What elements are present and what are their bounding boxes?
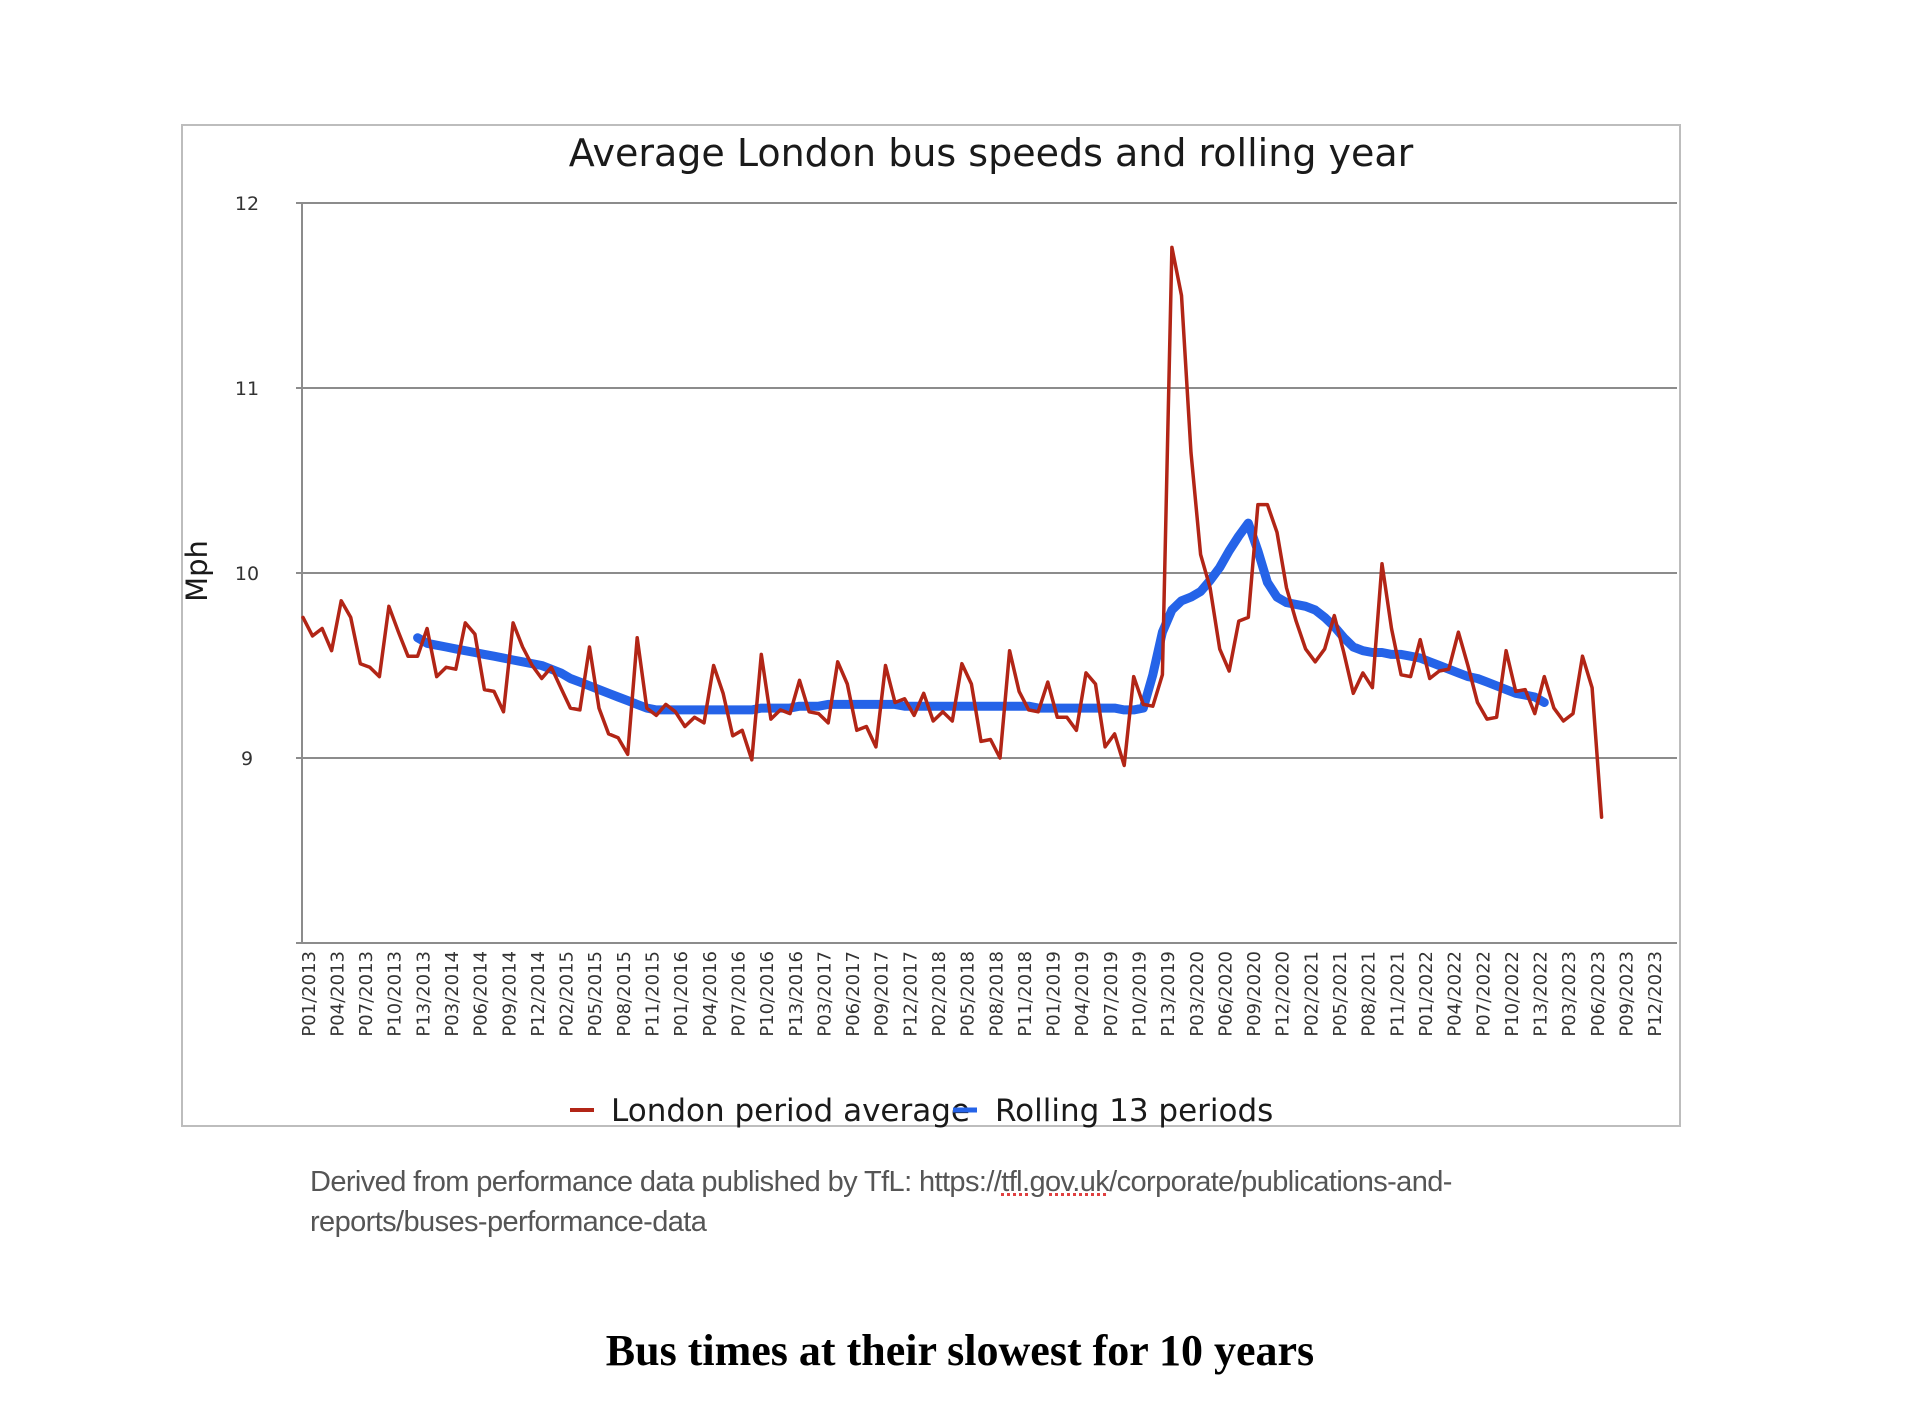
source-note-suffix: /corporate/publications-and- [1109,1166,1452,1198]
x-tick-label: P07/2022 [1473,951,1494,1037]
x-tick-label: P06/2023 [1588,951,1609,1037]
x-tick-label: P13/2013 [413,951,434,1037]
x-tick-label: P12/2017 [900,951,921,1037]
x-tick-label: P04/2019 [1072,951,1093,1037]
x-tick-labels: P01/2013 P04/2013 P07/2013 P10/2013 P13/2013… [299,951,1666,1037]
x-tick-label: P12/2020 [1273,951,1294,1037]
x-tick-label: P06/2014 [471,951,492,1037]
y-tick-label: 10 [235,563,259,585]
y-axis-label: Mph [183,540,214,602]
y-tick-label: 12 [235,193,259,215]
x-tick-label: P02/2015 [557,951,578,1037]
source-note-link-domain[interactable]: tfl.gov.uk [1001,1166,1110,1198]
y-tick-labels: 9 10 11 12 [235,193,259,770]
x-tick-label: P12/2014 [528,951,549,1037]
x-tick-label: P09/2017 [872,951,893,1037]
x-tick-label: P06/2017 [843,951,864,1037]
series-line-london-period-average [301,245,1604,819]
x-tick-label: P13/2019 [1158,951,1179,1037]
x-tick-label: P03/2020 [1187,951,1208,1037]
x-tick-label: P04/2013 [327,951,348,1037]
chart-title: Average London bus speeds and rolling ye… [569,131,1414,175]
legend: London period average Rolling 13 periods [570,1093,1273,1129]
gridlines [296,202,1677,944]
x-tick-label: P10/2013 [385,951,406,1037]
x-tick-label: P09/2014 [499,951,520,1037]
x-tick-label: P10/2016 [757,951,778,1037]
x-tick-label: P11/2018 [1015,951,1036,1037]
x-tick-label: P01/2016 [671,951,692,1037]
x-tick-label: P13/2022 [1531,951,1552,1037]
x-tick-label: P01/2022 [1416,951,1437,1037]
x-tick-label: P07/2016 [728,951,749,1037]
x-tick-label: P09/2023 [1616,951,1637,1037]
x-tick-label: P07/2013 [356,951,377,1037]
x-tick-label: P08/2018 [986,951,1007,1037]
x-tick-label: P08/2021 [1359,951,1380,1037]
y-tick-label: 9 [241,748,253,770]
x-tick-label: P01/2013 [299,951,320,1037]
x-tick-label: P12/2023 [1645,951,1666,1037]
x-tick-label: P10/2019 [1130,951,1151,1037]
x-tick-label: P11/2021 [1387,951,1408,1037]
source-note: Derived from performance data published … [310,1162,1710,1242]
x-tick-label: P04/2016 [700,951,721,1037]
x-tick-label: P05/2015 [585,951,606,1037]
x-tick-label: P02/2021 [1301,951,1322,1037]
x-tick-label: P10/2022 [1502,951,1523,1037]
chart-frame: Average London bus speeds and rolling ye… [181,124,1681,1129]
x-tick-label: P05/2021 [1330,951,1351,1037]
x-tick-label: P08/2015 [614,951,635,1037]
x-tick-label: P02/2018 [929,951,950,1037]
caption: Bus times at their slowest for 10 years [605,1326,1315,1375]
y-tick-label: 11 [235,378,259,400]
x-tick-label: P01/2019 [1044,951,1065,1037]
x-tick-label: P07/2019 [1101,951,1122,1037]
legend-label-london-period-average: London period average [611,1093,970,1129]
x-tick-label: P13/2016 [786,951,807,1037]
line-chart: Average London bus speeds and rolling ye… [183,131,1677,1129]
legend-label-rolling-13-periods: Rolling 13 periods [995,1093,1273,1129]
x-tick-label: P06/2020 [1215,951,1236,1037]
source-note-prefix: Derived from performance data published … [310,1166,1002,1198]
x-tick-label: P05/2018 [958,951,979,1037]
x-tick-label: P11/2015 [643,951,664,1037]
x-tick-label: P04/2022 [1445,951,1466,1037]
series-layer [301,245,1604,819]
x-tick-label: P03/2023 [1559,951,1580,1037]
series-line-rolling-13-periods [413,518,1549,715]
x-tick-label: P03/2014 [442,951,463,1037]
x-tick-label: P03/2017 [814,951,835,1037]
x-tick-label: P09/2020 [1244,951,1265,1037]
source-note-line2: reports/buses-performance-data [310,1206,707,1238]
